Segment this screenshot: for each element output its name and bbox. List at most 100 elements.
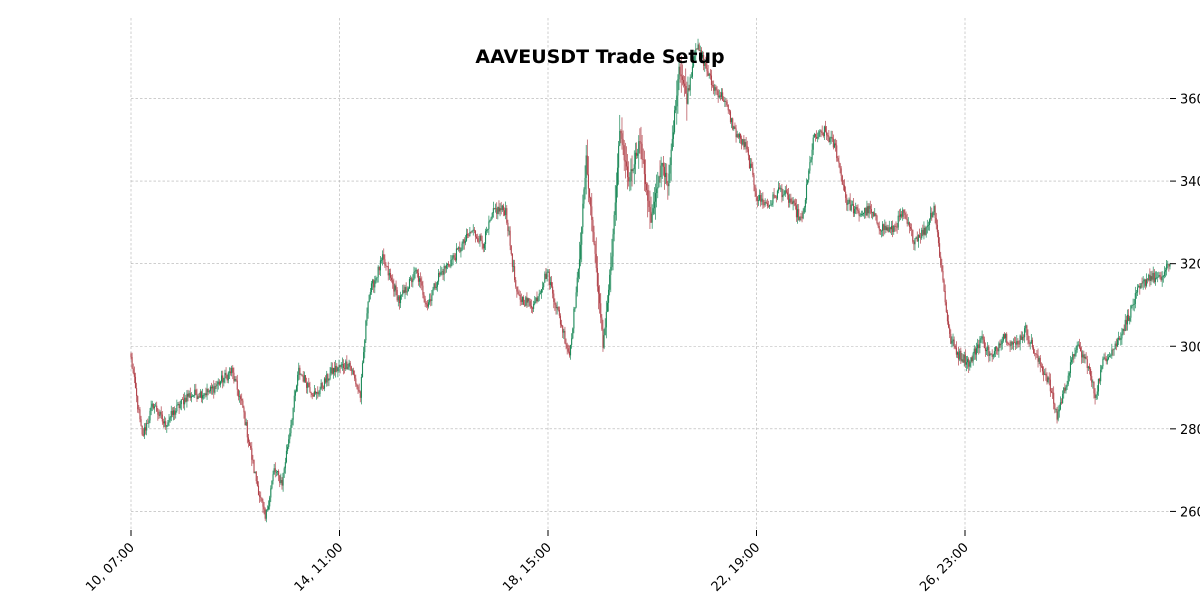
candle-body xyxy=(373,280,375,288)
candle-body xyxy=(511,253,513,267)
candle-body xyxy=(287,446,289,451)
candle-body xyxy=(221,375,223,382)
candle-body xyxy=(289,433,291,440)
candle-body xyxy=(550,282,553,287)
candle-body xyxy=(547,271,549,273)
candle-body xyxy=(690,76,692,78)
candle-body xyxy=(440,271,442,275)
candle-body xyxy=(322,387,324,389)
candle-body xyxy=(601,317,603,330)
candle-body xyxy=(686,93,688,104)
candle-body xyxy=(193,395,195,397)
candle-body xyxy=(634,152,636,165)
candle-body xyxy=(446,263,449,265)
candle-body xyxy=(533,303,535,309)
candle-body xyxy=(1048,377,1050,380)
candle-body xyxy=(1075,350,1077,354)
candle-body xyxy=(706,68,708,72)
candle-body xyxy=(637,153,639,156)
candle-body xyxy=(184,397,186,405)
candle-body xyxy=(387,266,389,276)
candle-body xyxy=(553,293,555,302)
candle-body xyxy=(506,208,508,223)
candle-body xyxy=(444,265,446,269)
candle-body xyxy=(195,389,197,395)
candle-body xyxy=(1030,339,1032,344)
candle-body xyxy=(458,247,460,249)
candle-body xyxy=(1126,314,1129,325)
candle-body xyxy=(873,212,875,217)
candle-body xyxy=(734,126,736,129)
candle-body xyxy=(828,136,830,143)
candle-body xyxy=(323,378,326,389)
candle-body xyxy=(649,207,651,212)
candle-body xyxy=(408,279,411,289)
candle-body xyxy=(932,211,934,218)
candle-body xyxy=(584,177,586,190)
candle-body xyxy=(162,421,164,424)
candle-body xyxy=(772,194,774,204)
candle-body xyxy=(153,406,156,409)
candle-body xyxy=(313,391,315,397)
candle-body xyxy=(941,265,943,271)
candle-body xyxy=(843,185,846,192)
candle-body xyxy=(934,206,936,218)
candle-body xyxy=(467,233,469,236)
candle-body xyxy=(1162,276,1164,277)
candle-body xyxy=(1118,337,1120,340)
candle-body xyxy=(704,61,706,66)
candle-body xyxy=(1074,353,1076,357)
candle-body xyxy=(1079,347,1082,352)
candle-body xyxy=(968,359,970,367)
candle-body xyxy=(880,230,883,232)
candle-body xyxy=(870,209,872,213)
candle-body xyxy=(633,164,635,170)
candle-body xyxy=(288,439,290,447)
candle-body xyxy=(317,391,319,395)
candle-body xyxy=(134,376,137,389)
candle-body xyxy=(1071,359,1073,363)
candle-body xyxy=(1095,394,1097,398)
candle-body xyxy=(1041,366,1044,372)
candle-body xyxy=(1092,381,1094,383)
candle-body xyxy=(693,59,695,67)
candle-body xyxy=(442,271,444,275)
candle-body xyxy=(591,206,593,220)
candle-body xyxy=(283,468,285,474)
candle-body xyxy=(769,205,771,207)
candle-body xyxy=(738,133,740,138)
candle-body xyxy=(361,362,364,378)
candle-body xyxy=(603,335,605,348)
candle-body xyxy=(337,368,339,372)
candle-body xyxy=(139,409,141,420)
candle-body xyxy=(397,296,399,301)
candle-body xyxy=(411,278,413,283)
candle-body xyxy=(291,419,293,425)
candle-body xyxy=(826,131,828,136)
candle-body xyxy=(812,137,814,150)
candle-body xyxy=(470,231,472,233)
candle-body xyxy=(472,229,474,231)
candle-body xyxy=(355,378,357,385)
candle-body xyxy=(171,410,173,415)
candle-body xyxy=(334,367,336,373)
candle-body xyxy=(990,353,992,355)
candle-body xyxy=(328,378,330,381)
candle-body xyxy=(611,256,613,267)
candle-body xyxy=(132,368,134,373)
candle-body xyxy=(365,320,367,341)
candle-body xyxy=(827,135,829,137)
candle-body xyxy=(430,299,432,301)
candle-body xyxy=(327,374,329,381)
candle-body xyxy=(573,308,575,329)
candle-body xyxy=(1084,356,1086,359)
candle-body xyxy=(528,298,530,302)
candle-body xyxy=(559,315,562,325)
candle-body xyxy=(778,187,780,191)
candle-body xyxy=(273,468,275,475)
candle-body xyxy=(673,110,676,133)
candle-body xyxy=(563,330,565,333)
candle-body xyxy=(200,391,203,399)
candle-body xyxy=(1148,274,1150,281)
candle-body xyxy=(372,280,374,284)
